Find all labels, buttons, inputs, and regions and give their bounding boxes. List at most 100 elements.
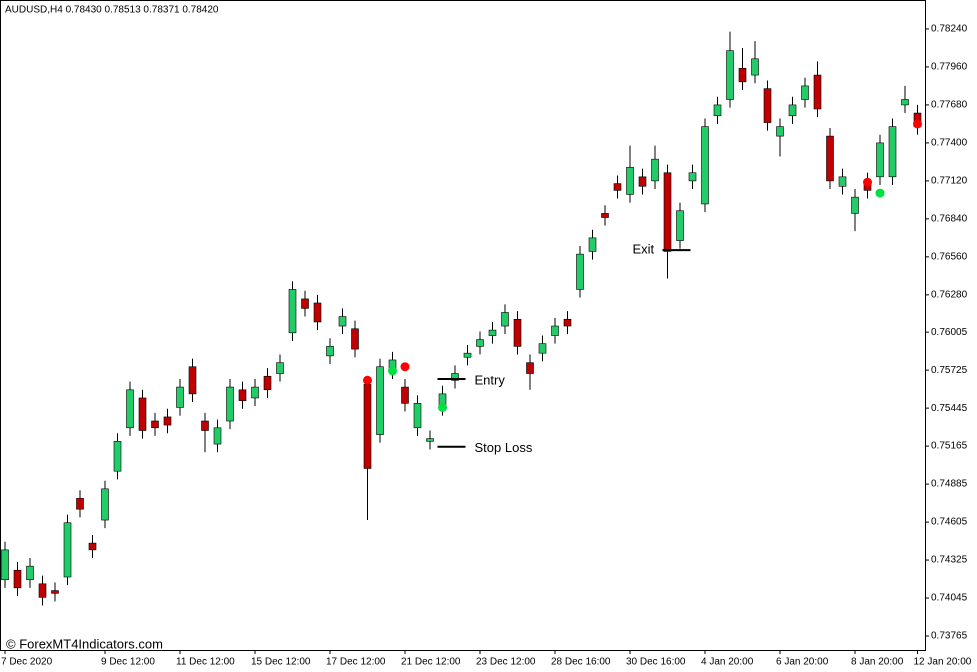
candle-body [576,253,584,290]
signal-dot [400,362,410,372]
candle-body [813,74,822,110]
y-tick-label: 0.77960 [931,62,968,73]
candle-body [526,362,534,374]
candle-body [26,565,34,581]
x-tick-label: 8 Jan 20:00 [851,657,904,668]
signal-dot [913,119,922,129]
candle-body [488,329,497,336]
y-tick-label: 0.75725 [931,365,968,376]
candle-body [88,542,97,551]
y-tick-label: 0.74045 [931,593,968,604]
candle-body [626,167,634,195]
y-tick-label: 0.77680 [931,100,968,111]
x-tick-label: 23 Dec 12:00 [476,657,536,668]
candle-body [788,104,797,117]
x-tick-label: 7 Dec 2020 [1,657,53,668]
candle-body [188,366,197,395]
y-tick-label: 0.76840 [931,214,968,225]
candle-body [751,58,759,76]
candle-body [363,384,372,469]
candle-body [413,403,422,429]
candle-body [163,416,172,426]
x-tick-label: 4 Jan 20:00 [701,657,754,668]
y-tick-label: 0.76005 [931,327,968,338]
candle-body [451,373,459,381]
candle-body [776,126,784,137]
candle-body [151,420,159,429]
candle-body [138,397,147,431]
candle-body [76,498,84,510]
y-tick-label: 0.74885 [931,479,968,490]
candle-body [301,298,309,309]
candle-body [113,441,122,472]
candle-body [463,352,472,358]
y-tick-label: 0.76280 [931,289,968,300]
candle-body [101,488,109,521]
x-tick-label: 15 Dec 12:00 [251,657,311,668]
y-tick-label: 0.78240 [931,24,968,35]
candle-body [263,375,272,391]
signal-dot [438,402,447,412]
candle-body [851,196,859,214]
x-tick-label: 11 Dec 12:00 [176,657,235,668]
candle-body [288,289,297,334]
candle-body [688,172,697,182]
candle-body [226,386,234,422]
candle-body [351,328,359,350]
candle-body [538,343,547,354]
candle-body [251,386,259,399]
x-tick-label: 21 Dec 12:00 [401,657,461,668]
candle-body [601,213,609,218]
y-tick-label: 0.74325 [931,555,968,566]
signal-dot [863,177,872,187]
candle-body [876,142,884,178]
candle-body [1,549,9,581]
candle-body [676,210,684,241]
x-tick-label: 30 Dec 16:00 [626,657,686,668]
candle-body [513,318,522,347]
candle-body [338,316,347,327]
y-tick-label: 0.75445 [931,403,968,414]
candle-body [213,427,222,445]
signal-dot [388,366,397,376]
candle-body [276,362,284,374]
x-tick-label: 12 Jan 20:00 [914,657,972,668]
candle-body [713,104,722,117]
candle-body [51,590,59,594]
y-tick-label: 0.76560 [931,251,968,262]
signal-dot [875,188,885,198]
candle-body [763,88,772,123]
candle-body [901,99,909,106]
candle-body [313,302,322,323]
candle-body [838,176,847,187]
candle-body [476,339,484,347]
candle-body [638,176,647,187]
candle-body [738,67,747,83]
candle-body [551,325,559,336]
annotation-label: Entry [475,372,506,387]
candle-body [376,366,384,435]
candle-body [38,583,47,598]
candle-body [701,126,709,205]
x-tick-label: 6 Jan 20:00 [776,657,829,668]
y-tick-label: 0.75165 [931,441,968,452]
x-tick-label: 9 Dec 12:00 [101,657,155,668]
plot-frame [0,0,926,651]
candle-body [201,420,209,431]
candle-body [401,386,409,404]
candle-body [63,522,72,578]
candle-body [563,318,572,327]
y-tick-label: 0.73765 [931,631,968,642]
y-tick-label: 0.74605 [931,517,968,528]
y-tick-label: 0.77400 [931,138,968,149]
candle-body [176,386,184,408]
candle-body [726,50,734,100]
candle-body [588,237,597,252]
watermark: © ForexMT4Indicators.com [6,636,163,651]
candle-body [238,389,247,401]
candle-body [613,183,622,191]
annotation-label: Exit [633,242,655,257]
candle-body [826,135,834,182]
